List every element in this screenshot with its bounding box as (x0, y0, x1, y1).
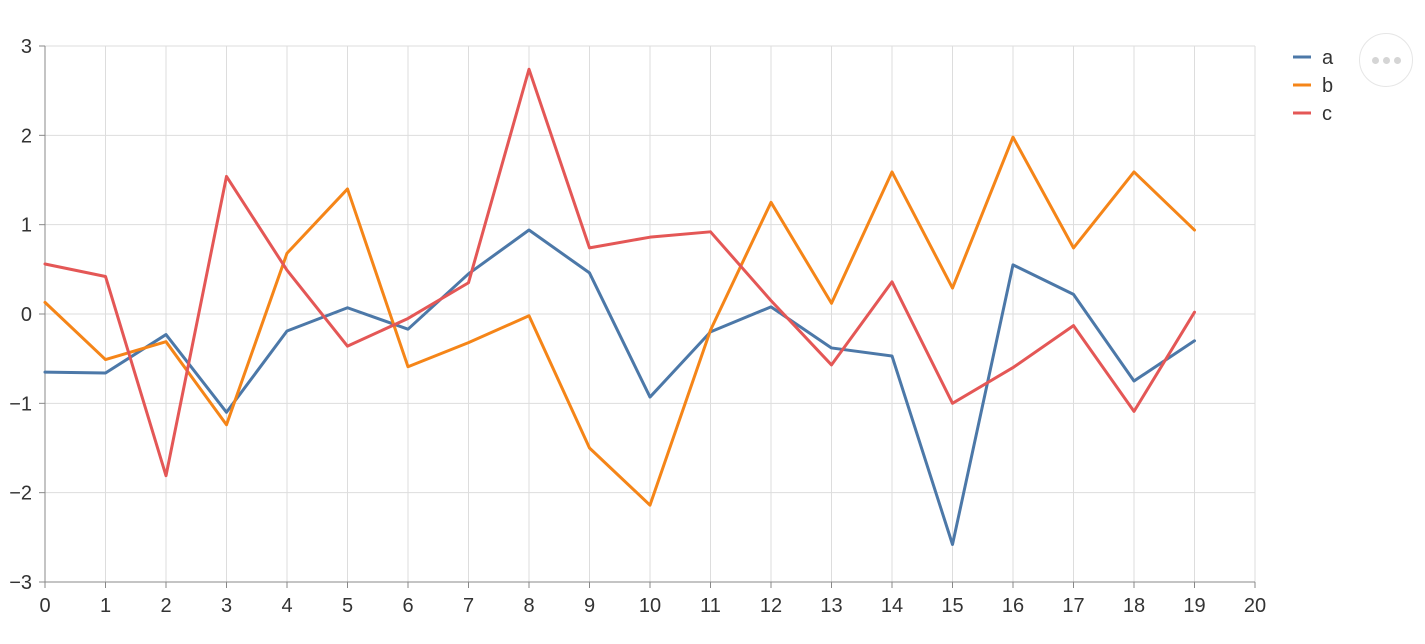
legend-label: c (1322, 103, 1332, 125)
x-tick-label: 6 (402, 595, 413, 617)
x-tick-label: 11 (700, 595, 721, 617)
x-tick-label: 20 (1244, 595, 1266, 617)
series-line-c[interactable] (43, 67, 1196, 478)
legend-item-b[interactable]: b (1293, 75, 1333, 97)
x-tick-label: 4 (281, 595, 292, 617)
y-tick-label: 1 (21, 215, 32, 237)
y-tick-label: 0 (21, 304, 32, 326)
series-line-a[interactable] (43, 228, 1196, 546)
series-lines (43, 67, 1196, 546)
x-tick-label: 3 (221, 595, 232, 617)
y-tick-label: 3 (21, 36, 32, 58)
more-horizontal-icon (1371, 56, 1379, 64)
axes: 0 1 2 3 4 5 6 7 8 9 10 11 12 13 14 15 16 17 18 19 20−3−2−101… (9, 36, 1266, 617)
x-tick-label: 0 (39, 595, 50, 617)
x-tick-label: 7 (463, 595, 474, 617)
x-tick-label: 5 (342, 595, 353, 617)
x-tick-label: 1 (100, 595, 111, 617)
x-tick-label: 15 (941, 595, 963, 617)
x-tick-label: 19 (1183, 595, 1205, 617)
legend-item-c[interactable]: c (1293, 103, 1332, 125)
more-horizontal-icon-dot (1393, 56, 1401, 64)
series-line-b[interactable] (43, 135, 1196, 507)
legend[interactable]: abc (1293, 47, 1334, 125)
x-tick-label: 18 (1123, 595, 1145, 617)
more-horizontal-icon-dot (1382, 56, 1390, 64)
x-tick-label: 9 (584, 595, 595, 617)
x-tick-label: 12 (760, 595, 782, 617)
legend-item-a[interactable]: a (1293, 47, 1334, 69)
y-tick-label: −1 (9, 393, 32, 415)
x-tick-label: 10 (639, 595, 661, 617)
y-tick-label: 2 (21, 125, 32, 147)
x-tick-label: 16 (1002, 595, 1024, 617)
x-tick-label: 8 (523, 595, 534, 617)
x-tick-label: 13 (820, 595, 842, 617)
chart-menu-button[interactable] (1359, 33, 1413, 87)
y-tick-label: −3 (9, 572, 32, 594)
legend-label: b (1322, 75, 1333, 97)
y-tick-label: −2 (9, 483, 32, 505)
x-tick-label: 14 (881, 595, 903, 617)
x-tick-label: 17 (1062, 595, 1084, 617)
x-tick-label: 2 (160, 595, 171, 617)
legend-label: a (1322, 47, 1334, 69)
